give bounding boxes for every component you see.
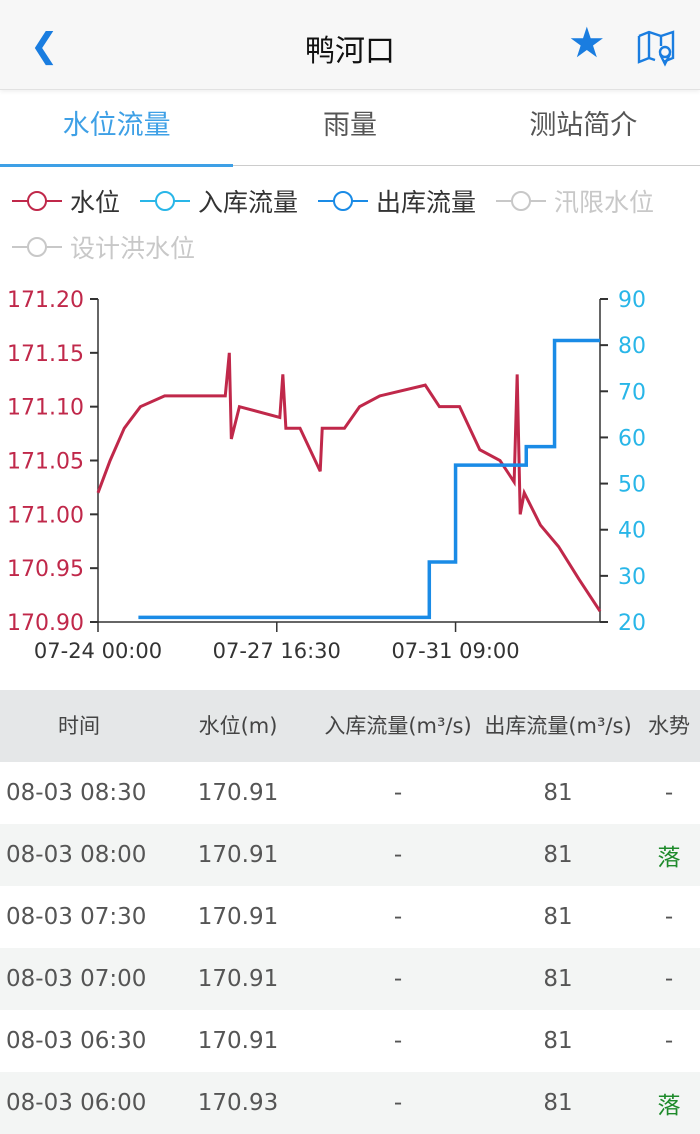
cell-trend: -: [664, 1028, 674, 1054]
series-line-outflow: [138, 338, 600, 620]
legend-marker-icon: [12, 191, 62, 211]
table-header: 时间 水位(m) 入库流量(m³/s) 出库流量(m³/s) 水势: [0, 690, 700, 762]
header-time: 时间: [0, 690, 158, 762]
header-outflow: 出库流量(m³/s): [478, 690, 638, 762]
header-level: 水位(m): [158, 690, 318, 762]
cell-outflow: 81: [478, 1072, 638, 1134]
map-pin-icon[interactable]: [636, 28, 676, 72]
left-tick-label: 171.10: [7, 396, 84, 421]
cell-trend: -: [664, 780, 674, 806]
cell-trend: 落: [638, 824, 700, 886]
cell-trend: -: [638, 948, 700, 1010]
left-tick-label: 170.90: [7, 611, 84, 636]
page-title: 鸭河口: [305, 34, 395, 69]
cell-inflow: -: [318, 948, 478, 1010]
cell-level: 170.91: [158, 948, 318, 1010]
cell-level: 170.93: [158, 1072, 318, 1134]
table-row: 08-03 07:00 170.91-81-: [0, 948, 700, 1010]
legend-marker-icon: [12, 237, 62, 257]
cell-time: 08-03 07:00: [0, 948, 158, 1010]
cell-level: 170.91: [158, 824, 318, 886]
cell-outflow: 81: [478, 948, 638, 1010]
data-table: 时间 水位(m) 入库流量(m³/s) 出库流量(m³/s) 水势 08-03 …: [0, 690, 700, 1134]
x-tick-label: 07-27 16:30: [213, 639, 341, 663]
water-level-flow-chart: 171.20 171.15 171.10 171.05 171.00 170.95 170.…: [7, 288, 646, 663]
cell-outflow: 81: [543, 904, 573, 930]
right-tick-label: 80: [618, 334, 646, 359]
cell-outflow: 81: [543, 780, 573, 806]
cell-time: 08-03 06:30: [6, 1028, 147, 1054]
x-tick-label: 07-31 09:00: [391, 639, 519, 663]
legend-label: 汛限水位: [554, 188, 655, 217]
table-row: 08-03 07:30 170.91 - 81 -: [0, 886, 700, 948]
right-tick-label: 70: [618, 380, 646, 405]
legend-marker-icon: [496, 191, 547, 211]
cell-time: 08-03 08:00: [0, 824, 158, 886]
left-tick-label: 171.15: [7, 342, 84, 367]
header-trend: 水势: [638, 690, 700, 762]
right-tick-label: 20: [618, 611, 646, 636]
right-tick-label: 60: [618, 426, 646, 451]
right-tick-label: 40: [618, 519, 646, 544]
legend-label: 水位: [70, 188, 121, 217]
legend-marker-icon: [140, 191, 191, 211]
cell-inflow: -: [318, 824, 478, 886]
favorite-star-icon[interactable]: ★: [568, 18, 606, 67]
legend-item[interactable]: 入库流量: [140, 184, 298, 218]
cell-outflow: 81: [478, 824, 638, 886]
nav-bar: ❮ 鸭河口 ★: [0, 0, 700, 90]
left-tick-label: 171.05: [7, 450, 84, 475]
tab-rainfall[interactable]: 雨量: [322, 110, 377, 141]
x-tick-label: 07-24 00:00: [34, 639, 162, 663]
tab-water-flow[interactable]: 水位流量: [62, 110, 171, 141]
cell-trend: -: [664, 904, 674, 930]
series-line-water-level: [96, 352, 602, 613]
right-tick-label: 90: [618, 288, 646, 313]
right-tick-label: 30: [618, 565, 646, 590]
back-chevron-left-icon[interactable]: ❮: [30, 26, 59, 66]
left-tick-label: 171.00: [7, 503, 84, 528]
cell-time: 08-03 07:30: [6, 904, 147, 930]
legend-label: 出库流量: [376, 188, 477, 217]
tab-bar: 水位流量 雨量 测站简介: [0, 90, 700, 167]
left-tick-label: 171.20: [7, 288, 84, 313]
table-row: 08-03 06:30 170.91 - 81 -: [0, 1010, 700, 1072]
cell-level: 170.91: [197, 1028, 279, 1054]
tab-station-intro[interactable]: 测站简介: [529, 110, 638, 141]
active-tab-indicator: [0, 164, 233, 167]
table-row: 08-03 08:30 170.91 - 81 -: [0, 762, 700, 824]
cell-outflow: 81: [543, 1028, 573, 1054]
table-row: 08-03 08:00 170.91-81 落: [0, 824, 700, 886]
legend-item[interactable]: 水位: [12, 184, 120, 218]
legend-item[interactable]: 出库流量: [318, 184, 476, 218]
legend-item[interactable]: 汛限水位: [496, 184, 654, 218]
cell-trend: 落: [638, 1072, 700, 1134]
cell-inflow: -: [393, 1028, 403, 1054]
legend-marker-icon: [318, 191, 369, 211]
header-inflow: 入库流量(m³/s): [318, 690, 478, 762]
legend-label: 设计洪水位: [70, 234, 196, 263]
cell-level: 170.91: [197, 780, 279, 806]
cell-inflow: -: [393, 780, 403, 806]
cell-time: 08-03 06:00: [0, 1072, 158, 1134]
cell-inflow: -: [393, 904, 403, 930]
cell-level: 170.91: [197, 904, 279, 930]
cell-time: 08-03 08:30: [6, 780, 147, 806]
left-tick-label: 170.95: [7, 557, 84, 582]
chart-legend: 水位 入库流量 出库流量 汛限水位设计洪水位: [0, 166, 700, 264]
legend-item[interactable]: 设计洪水位: [12, 230, 195, 264]
legend-label: 入库流量: [198, 188, 299, 217]
cell-inflow: -: [318, 1072, 478, 1134]
right-tick-label: 50: [618, 473, 646, 498]
table-row: 08-03 06:00 170.93-81 落: [0, 1072, 700, 1134]
